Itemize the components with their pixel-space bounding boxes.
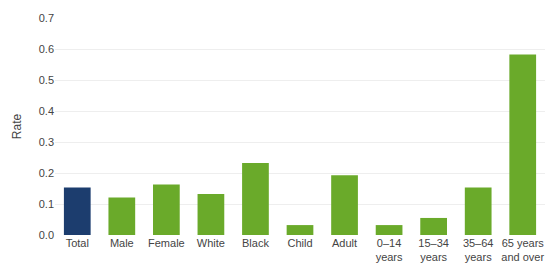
svg-text:Rate: Rate — [10, 114, 24, 140]
svg-text:White: White — [197, 237, 225, 249]
svg-text:15–34years: 15–34years — [418, 237, 449, 263]
svg-text:0.5: 0.5 — [39, 74, 54, 86]
svg-text:0.2: 0.2 — [39, 167, 54, 179]
svg-text:Total: Total — [66, 237, 89, 249]
svg-text:0–14years: 0–14years — [376, 237, 403, 263]
svg-text:0.3: 0.3 — [39, 136, 54, 148]
svg-text:Child: Child — [287, 237, 312, 249]
svg-text:0.7: 0.7 — [39, 12, 54, 24]
svg-text:35–64years: 35–64years — [463, 237, 494, 263]
svg-text:65 yearsand over: 65 yearsand over — [501, 237, 544, 263]
svg-text:0.4: 0.4 — [39, 105, 54, 117]
svg-text:Black: Black — [242, 237, 269, 249]
svg-text:0.0: 0.0 — [39, 229, 54, 241]
svg-text:Adult: Adult — [332, 237, 357, 249]
svg-text:Female: Female — [148, 237, 185, 249]
svg-text:0.6: 0.6 — [39, 43, 54, 55]
svg-text:Male: Male — [110, 237, 134, 249]
svg-text:0.1: 0.1 — [39, 198, 54, 210]
